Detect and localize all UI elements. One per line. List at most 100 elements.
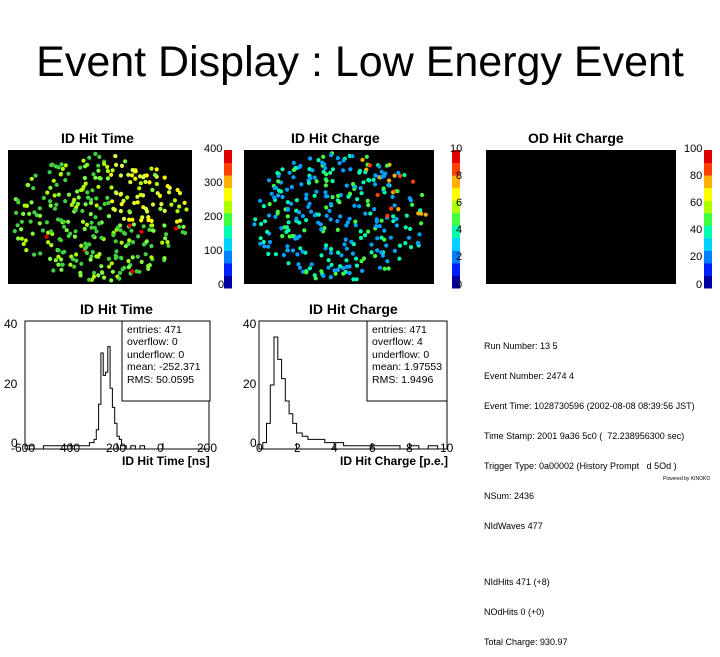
colorbar-tick: 2 xyxy=(456,251,463,263)
hit-dot xyxy=(97,221,102,226)
hit-dot xyxy=(81,158,86,163)
hit-dot xyxy=(139,218,144,223)
hit-dot xyxy=(60,262,65,267)
hit-dot xyxy=(253,217,258,222)
hit-dot xyxy=(281,252,286,258)
hit-dot xyxy=(129,228,134,233)
hit-dot xyxy=(291,175,296,180)
hit-dot xyxy=(132,200,137,206)
hit-dot xyxy=(336,250,341,255)
hit-dot xyxy=(162,256,167,261)
hit-dot xyxy=(74,258,79,263)
hit-dot xyxy=(114,162,119,167)
hit-dot xyxy=(99,264,104,269)
hit-dot xyxy=(150,223,155,228)
colorbar-tick: 80 xyxy=(690,170,703,182)
hit-dot xyxy=(408,226,413,231)
hit-dot xyxy=(162,208,167,213)
hit-dot xyxy=(123,159,128,164)
hit-dot xyxy=(87,155,92,160)
hit-dot xyxy=(96,273,101,278)
powered-by: Powered by KINOKO xyxy=(663,476,711,482)
hit-dot xyxy=(273,214,278,219)
hit-dot xyxy=(276,193,281,198)
hit-dot xyxy=(285,214,290,219)
hit-dot xyxy=(286,261,291,266)
hit-dot xyxy=(49,163,54,168)
hit-dot xyxy=(126,258,131,264)
hit-dot xyxy=(61,224,67,229)
hit-dot xyxy=(51,268,56,273)
colorbar-tick: 20 xyxy=(690,251,703,263)
hit-dot xyxy=(31,186,36,191)
hit-dot xyxy=(394,223,399,228)
hit-dot xyxy=(382,266,387,271)
hit-dot xyxy=(423,212,428,217)
hit-dot xyxy=(150,202,156,207)
hit-dot xyxy=(377,224,382,229)
hit-dot xyxy=(285,244,290,249)
hit-dot xyxy=(37,221,42,226)
hit-dot xyxy=(300,249,305,254)
hit-dot xyxy=(335,156,340,161)
colorbar-segment xyxy=(704,225,712,239)
hit-dot xyxy=(66,192,72,197)
hit-dot xyxy=(351,182,356,187)
hit-dot xyxy=(130,240,136,245)
hit-dot xyxy=(56,262,61,267)
hit-dot xyxy=(347,191,353,196)
hit-dot xyxy=(417,232,422,237)
hit-dot xyxy=(98,206,103,211)
hit-dot xyxy=(48,203,53,208)
hit-dot xyxy=(372,207,377,212)
hit-dot xyxy=(151,228,156,233)
hit-dot xyxy=(73,229,78,234)
hit-dot xyxy=(91,270,97,275)
hit-dot xyxy=(294,198,299,203)
hit-dot xyxy=(75,201,81,207)
hit-dot xyxy=(309,209,314,214)
hit-dot xyxy=(332,268,337,273)
hit-dot xyxy=(280,167,285,172)
hit-dot xyxy=(128,180,133,185)
hist-xtick: 0 xyxy=(157,441,164,455)
hit-dot xyxy=(322,226,327,231)
slide-title: Event Display : Low Energy Event xyxy=(36,38,684,86)
hit-dot xyxy=(66,219,71,224)
hit-dot xyxy=(94,203,99,208)
hit-dot xyxy=(34,213,39,218)
colorbar-tick: 400 xyxy=(204,143,223,155)
hit-dot xyxy=(162,175,167,180)
hit-dot xyxy=(312,213,317,218)
colorbar-segment xyxy=(224,175,232,189)
hit-dot xyxy=(165,184,170,189)
hit-dot xyxy=(330,167,335,172)
hit-dot xyxy=(380,253,385,258)
hit-dot xyxy=(93,151,98,156)
hit-dot xyxy=(344,258,349,263)
hit-dot xyxy=(149,166,154,171)
hit-dot xyxy=(328,217,333,222)
hit-dot xyxy=(387,178,392,183)
hit-dot xyxy=(321,154,326,159)
hit-dot xyxy=(72,197,77,202)
hit-dot xyxy=(382,228,387,233)
panel-title-od-hit-charge: OD Hit Charge xyxy=(528,130,624,146)
hit-dot xyxy=(127,209,132,214)
hit-dot xyxy=(300,213,305,219)
hit-dot xyxy=(93,175,98,180)
histogram-id-hit-time xyxy=(24,320,211,450)
hit-dot xyxy=(64,228,69,233)
colorbar-tick: 0 xyxy=(456,279,463,291)
hit-dot xyxy=(329,153,334,158)
hit-dot xyxy=(298,246,303,251)
info-line: Run Number: 13 5 xyxy=(484,341,558,351)
hit-dot xyxy=(89,197,94,202)
hist-ytick: 0 xyxy=(250,436,257,450)
colorbar-segment xyxy=(452,275,460,289)
hit-dot xyxy=(130,255,135,260)
hit-dot xyxy=(392,173,397,178)
hit-dot xyxy=(324,178,329,183)
hit-dot xyxy=(106,214,112,219)
hit-dot xyxy=(69,202,74,207)
